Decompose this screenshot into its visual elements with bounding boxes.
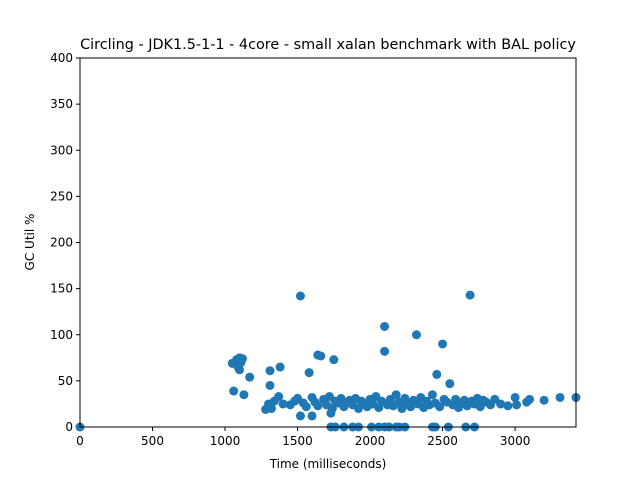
data-point (245, 372, 255, 382)
data-point (397, 404, 407, 414)
data-point (435, 402, 445, 412)
data-point (432, 369, 442, 379)
data-point (304, 368, 314, 378)
data-point (301, 402, 311, 412)
data-point (445, 379, 455, 389)
data-point (380, 321, 390, 331)
data-point (265, 380, 275, 390)
x-tick-label: 2000 (355, 434, 386, 448)
data-point (465, 290, 475, 300)
data-points (75, 290, 581, 432)
data-point (391, 390, 401, 400)
y-tick-label: 400 (50, 51, 73, 65)
data-point (496, 399, 506, 409)
data-point (229, 386, 239, 396)
x-tick-label: 3000 (500, 434, 531, 448)
data-point (237, 354, 247, 364)
data-point (274, 392, 284, 402)
y-tick-label: 100 (50, 328, 73, 342)
data-point (510, 392, 520, 402)
x-axis-label: Time (milliseconds) (269, 457, 387, 471)
y-axis-label: GC Util % (23, 214, 37, 271)
y-tick-label: 0 (65, 420, 73, 434)
data-point (278, 399, 288, 409)
data-point (239, 390, 249, 400)
y-tick-label: 350 (50, 97, 73, 111)
data-point (438, 339, 448, 349)
axis-ticks: 0 500 1000 1500 2000 2500 3000 0 50 100 150 200 250 3… (50, 51, 530, 448)
y-tick-label: 200 (50, 236, 73, 250)
x-tick-label: 0 (76, 434, 84, 448)
x-tick-label: 1500 (282, 434, 313, 448)
data-point (313, 401, 323, 411)
data-point (329, 355, 339, 365)
data-point (555, 392, 565, 402)
data-point (233, 362, 243, 372)
x-tick-label: 2500 (427, 434, 458, 448)
data-point (265, 366, 275, 376)
data-point (266, 404, 276, 414)
data-point (512, 400, 522, 410)
data-point (353, 404, 363, 414)
plot-frame (79, 57, 577, 428)
y-tick-label: 300 (50, 143, 73, 157)
x-tick-label: 1000 (210, 434, 241, 448)
data-point (525, 394, 535, 404)
data-point (411, 330, 421, 340)
y-tick-label: 250 (50, 189, 73, 203)
data-point (539, 395, 549, 405)
chart-title: Circling - JDK1.5-1-1 - 4core - small xa… (80, 37, 576, 53)
data-point (427, 390, 437, 400)
y-tick-label: 150 (50, 282, 73, 296)
data-point (503, 401, 513, 411)
data-point (380, 346, 390, 356)
data-point (307, 411, 317, 421)
data-point (327, 404, 337, 414)
data-point (313, 350, 323, 360)
y-tick-label: 50 (58, 374, 73, 388)
data-point (295, 291, 305, 301)
data-point (295, 411, 305, 421)
x-tick-label: 500 (141, 434, 164, 448)
data-point (275, 362, 285, 372)
